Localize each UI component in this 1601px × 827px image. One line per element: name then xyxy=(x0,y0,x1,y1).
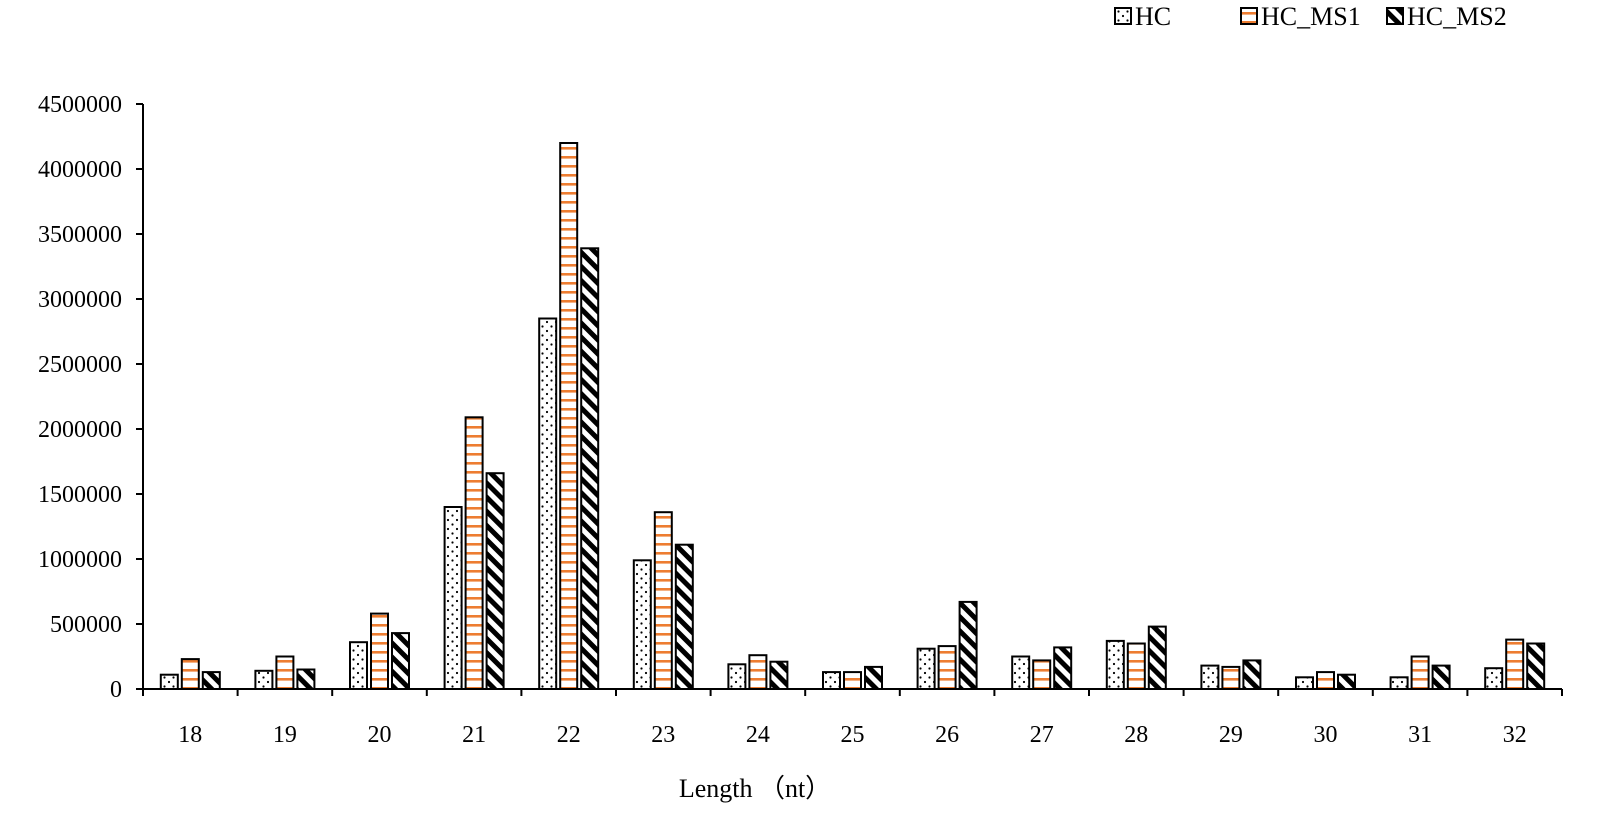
x-tick-label: 20 xyxy=(368,722,392,748)
y-tick-label: 2000000 xyxy=(38,417,122,443)
bar-hc-ms1-25 xyxy=(843,671,862,690)
bar-hc-ms2-21 xyxy=(485,472,505,691)
bar-hc-24 xyxy=(727,663,747,690)
x-axis-title: Length （nt） xyxy=(679,774,831,803)
bar-hc-ms1-22 xyxy=(559,142,579,690)
bar-hc-ms1-21 xyxy=(464,416,484,690)
axes xyxy=(136,103,1563,696)
legend-label: HC_MS1 xyxy=(1261,2,1361,31)
bar-hc-21 xyxy=(443,506,463,690)
x-tick-label: 21 xyxy=(462,722,486,748)
bar-hc-30 xyxy=(1295,676,1314,690)
bar-hc-ms2-32 xyxy=(1526,642,1546,690)
x-tick-label: 25 xyxy=(841,722,865,748)
x-tick-label: 30 xyxy=(1314,722,1338,748)
bar-hc-19 xyxy=(254,669,274,690)
legend-label: HC_MS2 xyxy=(1407,2,1507,31)
bar-hc-ms2-20 xyxy=(391,632,410,690)
bar-hc-ms1-32 xyxy=(1505,638,1525,690)
legend-swatch xyxy=(1386,7,1404,25)
bar-hc-23 xyxy=(632,559,652,690)
legend-swatch xyxy=(1240,7,1258,25)
bar-hc-25 xyxy=(822,671,841,690)
legend-item-hc: HC xyxy=(1114,2,1171,31)
bar-hc-ms2-24 xyxy=(769,660,789,691)
bar-hc-ms2-22 xyxy=(580,247,600,691)
bar-hc-ms1-31 xyxy=(1410,655,1430,690)
x-tick-label: 19 xyxy=(273,722,297,748)
legend-item-hc-ms1: HC_MS1 xyxy=(1240,2,1361,31)
bar-hc-ms2-28 xyxy=(1147,625,1167,690)
x-tick-label: 27 xyxy=(1030,722,1054,748)
bar-hc-ms1-26 xyxy=(937,645,957,690)
y-tick-label: 500000 xyxy=(50,612,122,638)
bar-hc-ms2-23 xyxy=(674,543,694,691)
x-tick-label: 29 xyxy=(1219,722,1243,748)
bar-hc-32 xyxy=(1484,667,1504,691)
x-tick-label: 18 xyxy=(178,722,202,748)
bar-hc-ms1-23 xyxy=(653,511,673,691)
bar-hc-ms2-31 xyxy=(1431,664,1451,690)
bar-hc-ms2-27 xyxy=(1053,646,1073,691)
y-tick-label: 4000000 xyxy=(38,157,122,183)
bar-hc-ms1-18 xyxy=(180,658,200,690)
y-tick-label: 3500000 xyxy=(38,222,122,248)
legend-label: HC xyxy=(1135,2,1171,31)
bar-hc-22 xyxy=(538,317,558,690)
y-tick-label: 2500000 xyxy=(38,352,122,378)
y-tick-label: 1000000 xyxy=(38,547,122,573)
x-tick-label: 26 xyxy=(935,722,959,748)
bar-hc-ms1-20 xyxy=(370,612,389,690)
bar-hc-ms2-18 xyxy=(201,671,221,690)
bar-hc-ms1-28 xyxy=(1126,642,1146,690)
bar-hc-28 xyxy=(1105,639,1125,691)
bar-hc-29 xyxy=(1200,664,1220,690)
x-axis-ticks: 18 19 20 21 22 23 24 25 26 27 28 29 30 31 32 xyxy=(178,722,1526,748)
legend-swatch xyxy=(1114,7,1132,25)
bar-hc-18 xyxy=(159,673,179,691)
bar-hc-ms2-25 xyxy=(864,665,883,691)
bar-hc-ms2-29 xyxy=(1242,659,1262,691)
x-tick-label: 32 xyxy=(1503,722,1527,748)
bar-hc-20 xyxy=(349,641,368,691)
y-tick-label: 1500000 xyxy=(38,482,122,508)
bar-hc-ms1-27 xyxy=(1032,659,1052,691)
bar-hc-31 xyxy=(1389,676,1409,690)
y-axis-ticks: 0 500000 1000000 1500000 2000000 2500000 30000… xyxy=(38,92,122,703)
bars xyxy=(159,142,1546,691)
bar-hc-27 xyxy=(1011,655,1031,690)
bar-hc-ms1-29 xyxy=(1221,665,1241,691)
bar-hc-ms1-19 xyxy=(275,655,295,690)
x-tick-label: 31 xyxy=(1408,722,1432,748)
legend-item-hc-ms2: HC_MS2 xyxy=(1386,2,1507,31)
bar-hc-26 xyxy=(916,647,936,691)
bar-hc-ms2-30 xyxy=(1337,673,1356,691)
x-tick-label: 24 xyxy=(746,722,770,748)
bar-hc-ms2-26 xyxy=(958,600,978,691)
x-tick-label: 23 xyxy=(651,722,675,748)
y-tick-label: 4500000 xyxy=(38,92,122,118)
x-tick-label: 28 xyxy=(1124,722,1148,748)
bar-hc-ms1-24 xyxy=(748,654,768,691)
y-tick-label: 0 xyxy=(110,677,122,703)
bar-hc-ms1-30 xyxy=(1316,671,1335,690)
legend: HC HC_MS1 HC_MS2 xyxy=(1114,2,1507,31)
y-tick-label: 3000000 xyxy=(38,287,122,313)
bar-hc-ms2-19 xyxy=(296,668,316,690)
x-tick-label: 22 xyxy=(557,722,581,748)
